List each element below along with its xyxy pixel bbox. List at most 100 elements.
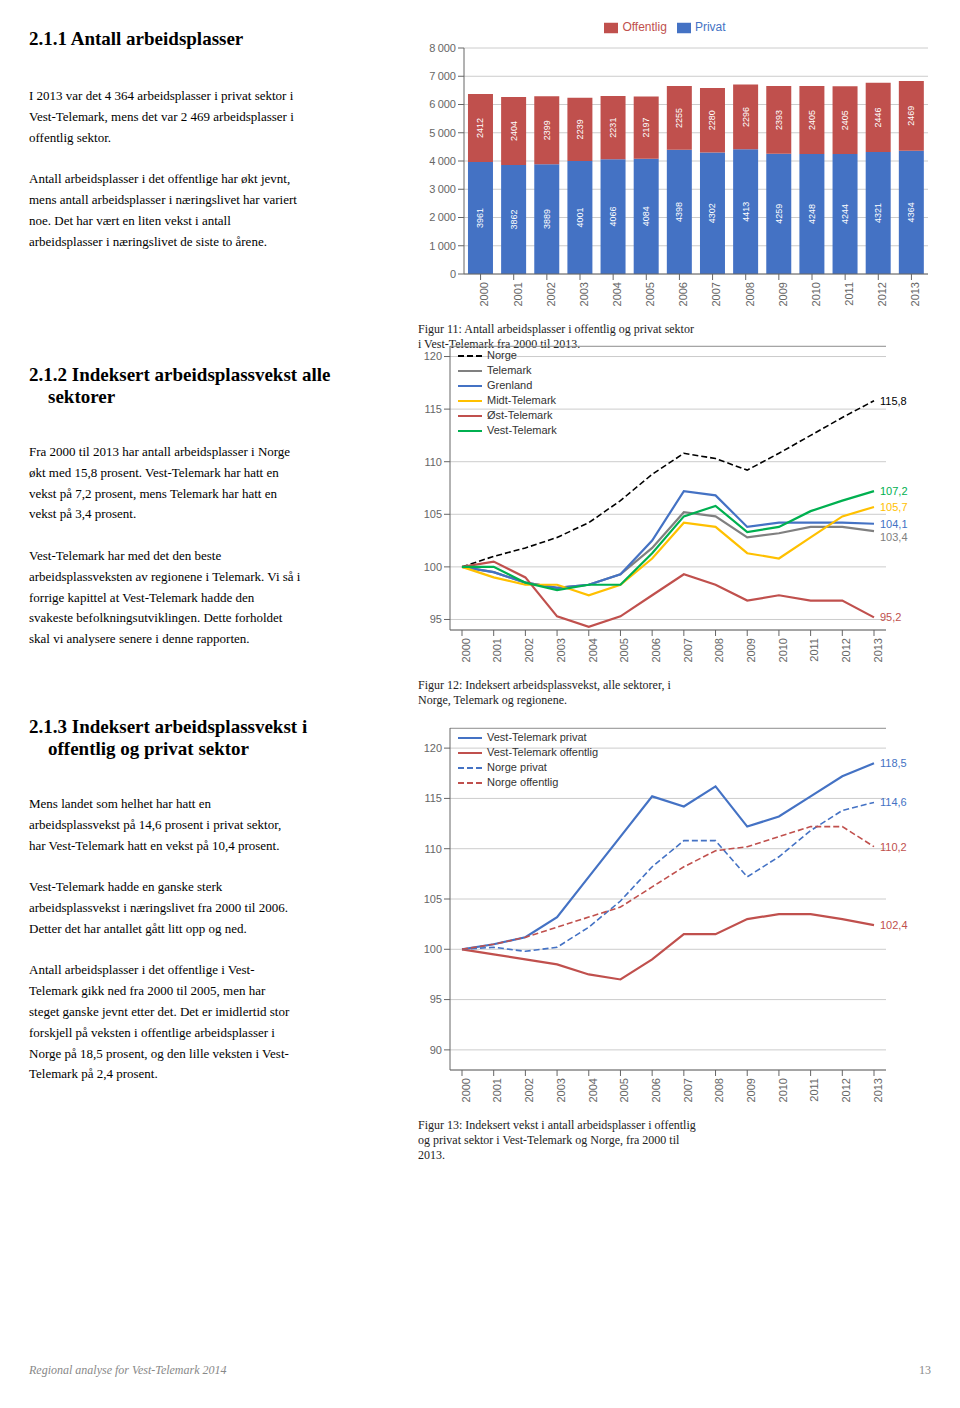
- svg-text:95,2: 95,2: [880, 611, 901, 623]
- svg-text:2000: 2000: [460, 1078, 472, 1102]
- svg-text:2012: 2012: [840, 638, 852, 662]
- svg-text:2005: 2005: [618, 1078, 630, 1102]
- svg-text:115,8: 115,8: [880, 395, 907, 407]
- svg-text:2000: 2000: [460, 638, 472, 662]
- svg-text:2003: 2003: [578, 282, 590, 306]
- svg-text:1 000: 1 000: [429, 240, 456, 252]
- svg-text:2197: 2197: [641, 118, 651, 138]
- svg-text:2255: 2255: [674, 108, 684, 128]
- svg-text:2008: 2008: [713, 638, 725, 662]
- svg-text:4413: 4413: [741, 202, 751, 222]
- svg-text:105,7: 105,7: [880, 501, 908, 513]
- svg-text:2006: 2006: [677, 282, 689, 306]
- svg-text:2446: 2446: [873, 107, 883, 127]
- svg-text:2002: 2002: [545, 282, 557, 306]
- svg-text:2007: 2007: [682, 638, 694, 662]
- svg-text:2003: 2003: [555, 1078, 567, 1102]
- svg-text:0: 0: [450, 268, 456, 280]
- svg-text:6 000: 6 000: [429, 98, 456, 110]
- svg-text:4302: 4302: [707, 203, 717, 223]
- svg-text:100: 100: [424, 561, 442, 573]
- svg-text:2000: 2000: [478, 282, 490, 306]
- svg-text:7 000: 7 000: [429, 70, 456, 82]
- svg-text:2011: 2011: [843, 282, 855, 306]
- svg-text:4 000: 4 000: [429, 155, 456, 167]
- svg-text:115: 115: [424, 403, 442, 415]
- svg-text:103,4: 103,4: [880, 531, 908, 543]
- svg-text:4084: 4084: [641, 206, 651, 226]
- svg-text:4248: 4248: [807, 204, 817, 224]
- svg-text:2002: 2002: [523, 638, 535, 662]
- svg-text:120: 120: [424, 742, 442, 754]
- svg-text:2013: 2013: [872, 638, 884, 662]
- svg-text:95: 95: [430, 613, 442, 625]
- svg-text:2393: 2393: [774, 110, 784, 130]
- svg-text:2006: 2006: [650, 1078, 662, 1102]
- svg-text:90: 90: [430, 1044, 442, 1056]
- svg-text:95: 95: [430, 993, 442, 1005]
- svg-text:120: 120: [424, 350, 442, 362]
- svg-text:2003: 2003: [555, 638, 567, 662]
- svg-text:2004: 2004: [587, 1078, 599, 1102]
- svg-text:2399: 2399: [542, 120, 552, 140]
- svg-text:105: 105: [424, 893, 442, 905]
- svg-text:2009: 2009: [745, 1078, 757, 1102]
- svg-text:8 000: 8 000: [429, 42, 456, 54]
- svg-text:2004: 2004: [611, 282, 623, 306]
- svg-text:105: 105: [424, 508, 442, 520]
- svg-text:2011: 2011: [808, 638, 820, 662]
- svg-text:3 000: 3 000: [429, 183, 456, 195]
- svg-text:2405: 2405: [840, 110, 850, 130]
- svg-text:104,1: 104,1: [880, 518, 908, 530]
- svg-text:2010: 2010: [777, 1078, 789, 1102]
- svg-text:100: 100: [424, 943, 442, 955]
- svg-text:4001: 4001: [575, 207, 585, 227]
- svg-text:2296: 2296: [741, 107, 751, 127]
- svg-text:2008: 2008: [744, 282, 756, 306]
- svg-text:4364: 4364: [906, 202, 916, 222]
- svg-text:2002: 2002: [523, 1078, 535, 1102]
- svg-text:2404: 2404: [509, 121, 519, 141]
- svg-text:2412: 2412: [475, 118, 485, 138]
- svg-text:2005: 2005: [644, 282, 656, 306]
- svg-text:4259: 4259: [774, 204, 784, 224]
- svg-text:4066: 4066: [608, 207, 618, 227]
- svg-text:110,2: 110,2: [880, 841, 907, 853]
- svg-text:2007: 2007: [682, 1078, 694, 1102]
- svg-text:118,5: 118,5: [880, 757, 907, 769]
- svg-text:3862: 3862: [509, 209, 519, 229]
- svg-text:2013: 2013: [909, 282, 921, 306]
- svg-text:2013: 2013: [872, 1078, 884, 1102]
- svg-text:110: 110: [424, 843, 442, 855]
- svg-text:2008: 2008: [713, 1078, 725, 1102]
- svg-text:5 000: 5 000: [429, 127, 456, 139]
- svg-text:102,4: 102,4: [880, 919, 908, 931]
- svg-text:4321: 4321: [873, 203, 883, 223]
- svg-text:2012: 2012: [840, 1078, 852, 1102]
- svg-text:3889: 3889: [542, 209, 552, 229]
- svg-text:2005: 2005: [618, 638, 630, 662]
- svg-text:2009: 2009: [777, 282, 789, 306]
- svg-text:2001: 2001: [492, 1078, 504, 1102]
- svg-text:4398: 4398: [674, 202, 684, 222]
- svg-text:2001: 2001: [512, 282, 524, 306]
- svg-text:2405: 2405: [807, 110, 817, 130]
- svg-text:107,2: 107,2: [880, 485, 908, 497]
- svg-text:2231: 2231: [608, 118, 618, 138]
- svg-text:110: 110: [424, 456, 442, 468]
- svg-text:2012: 2012: [876, 282, 888, 306]
- svg-text:2280: 2280: [707, 110, 717, 130]
- svg-text:2007: 2007: [710, 282, 722, 306]
- svg-text:2001: 2001: [492, 638, 504, 662]
- svg-text:2009: 2009: [745, 638, 757, 662]
- svg-text:2010: 2010: [810, 282, 822, 306]
- svg-text:2011: 2011: [808, 1078, 820, 1102]
- svg-text:2006: 2006: [650, 638, 662, 662]
- svg-text:2239: 2239: [575, 119, 585, 139]
- svg-text:114,6: 114,6: [880, 796, 907, 808]
- svg-text:2469: 2469: [906, 106, 916, 126]
- svg-text:3961: 3961: [475, 208, 485, 228]
- svg-text:2004: 2004: [587, 638, 599, 662]
- svg-text:115: 115: [424, 792, 442, 804]
- svg-text:4244: 4244: [840, 204, 850, 224]
